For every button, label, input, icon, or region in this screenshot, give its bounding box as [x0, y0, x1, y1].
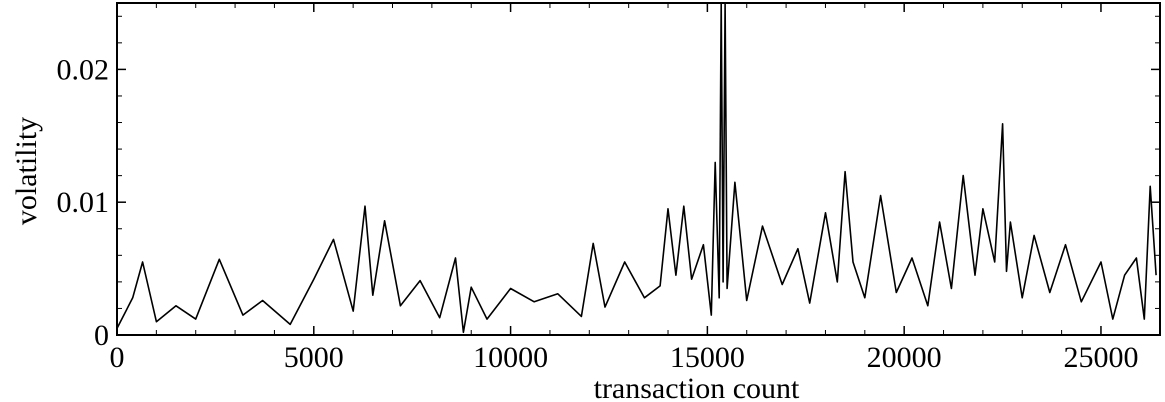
plot-frame	[116, 2, 1161, 336]
y-tick-label: 0.02	[57, 53, 110, 86]
x-tick-label: 15000	[670, 341, 745, 374]
series-line-0	[117, 3, 1157, 334]
y-axis-title: volatility	[10, 117, 43, 225]
x-axis: 0 5000 10000 15000 20000 25000	[110, 3, 1138, 374]
x-tick-label: 0	[110, 341, 125, 374]
x-axis-title: transaction count	[594, 372, 800, 402]
y-tick-label: 0.01	[57, 186, 110, 219]
x-tick-label: 20000	[867, 341, 942, 374]
y-axis: 0 0.01 0.02	[57, 15, 1160, 352]
x-tick-label: 25000	[1063, 341, 1138, 374]
y-tick-label: 0	[94, 319, 109, 352]
x-tick-label: 10000	[473, 341, 548, 374]
x-tick-label: 5000	[284, 341, 344, 374]
plot-area	[117, 3, 1157, 334]
